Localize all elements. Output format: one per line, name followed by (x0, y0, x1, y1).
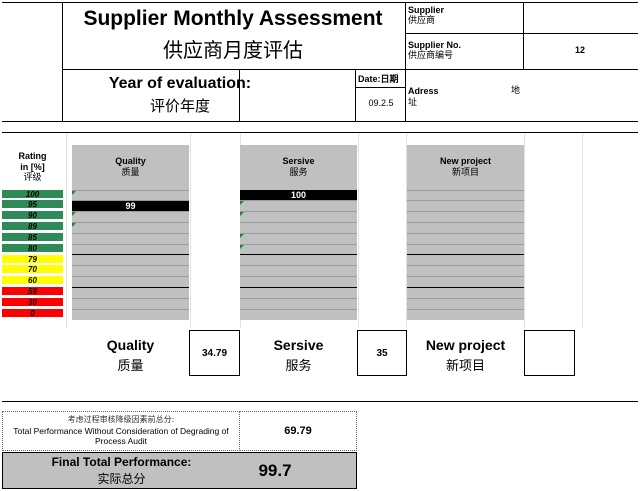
supplier-no-value[interactable]: 12 (574, 45, 585, 55)
rating-level: 79 (2, 255, 63, 264)
rating-label: Rating in [%] 评级 (18, 151, 47, 183)
year-of-evaluation-label: Year of evaluation: 评价年度 (108, 74, 252, 115)
title-en: Supplier Monthly Assessment (83, 7, 383, 30)
quality-score-label: Quality 质量 (106, 336, 155, 374)
rating-level: 80 (2, 244, 63, 253)
rating-level: 60 (2, 276, 63, 285)
final-total-label: Final Total Performance: 实际总分 (51, 454, 192, 486)
rating-level: 90 (2, 211, 63, 220)
rating-level: 89 (2, 222, 63, 231)
new-project-score-value (524, 330, 575, 376)
rating-level: 0 (2, 309, 63, 318)
rating-level: 59 (2, 287, 63, 296)
total-without-audit-label: 考虑过程审核降级因素前总分: Total Performance Without… (2, 411, 240, 451)
new-project-panel: New project 新项目 (407, 145, 524, 320)
service-score-value: 35 (357, 330, 407, 376)
service-score-label: Sersive 服务 (273, 336, 324, 374)
quality-score-value: 34.79 (189, 330, 240, 376)
supplier-label: Supplier 供应商 (408, 5, 445, 26)
assessment-title: Supplier Monthly Assessment 供应商月度评估 (62, 6, 404, 64)
supplier-no-label: Supplier No. 供应商编号 (408, 40, 462, 61)
final-total-value: 99.7 (258, 460, 292, 480)
rating-level: 70 (2, 265, 63, 274)
address-value-field[interactable] (525, 70, 635, 120)
quality-rating-bar: 99 (72, 201, 189, 211)
new-project-score-label: New project 新项目 (425, 336, 506, 374)
rating-level: 95 (2, 200, 63, 209)
title-cn: 供应商月度评估 (163, 38, 303, 62)
rating-level: 100 (2, 190, 63, 199)
date-label: Date:日期 (358, 74, 399, 84)
address-label: Adress 地 址 (408, 86, 520, 108)
total-without-audit-value: 69.79 (240, 411, 357, 451)
header-block (2, 2, 638, 122)
supplier-value-field[interactable] (525, 4, 635, 30)
rating-level: 85 (2, 233, 63, 242)
service-panel: Sersive 服务 100 (240, 145, 357, 320)
final-total-row: Final Total Performance: 实际总分 99.7 (2, 452, 357, 489)
rating-level: 30 (2, 298, 63, 307)
service-rating-bar: 100 (240, 190, 357, 200)
date-value[interactable]: 09.2.5 (368, 98, 394, 108)
quality-panel: Quality 质量 99 (72, 145, 189, 320)
